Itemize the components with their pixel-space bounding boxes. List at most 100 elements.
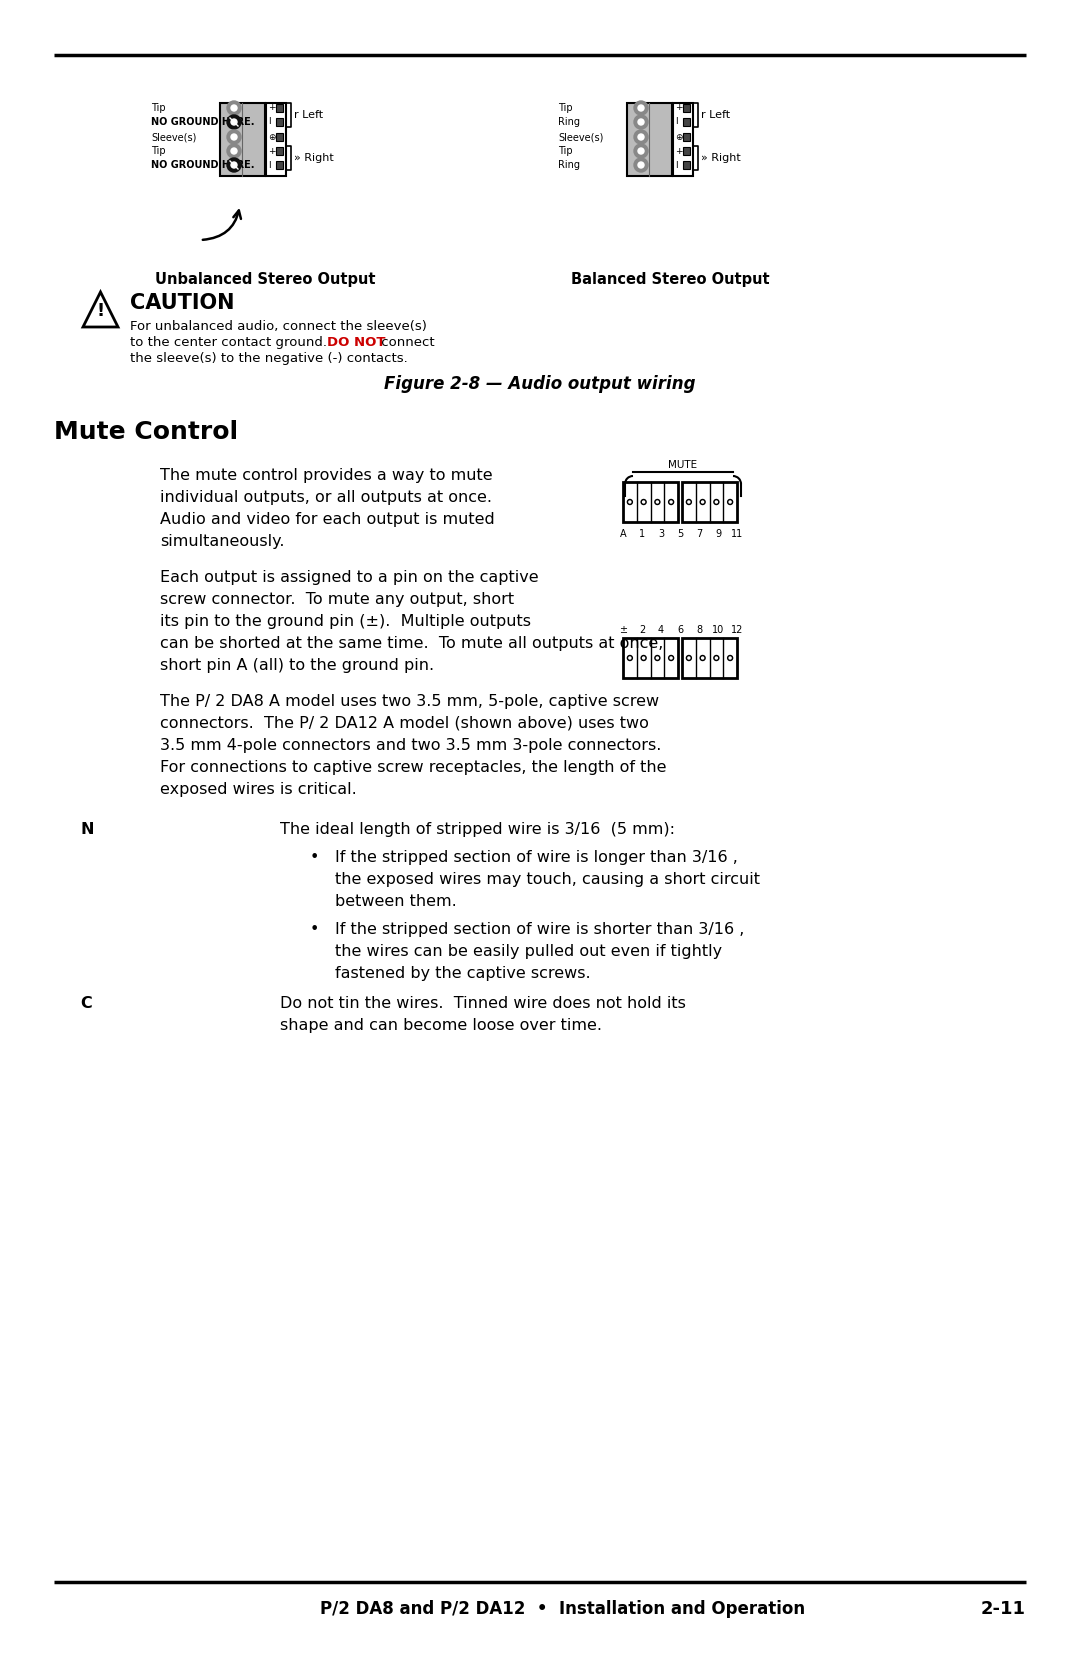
- Text: the exposed wires may touch, causing a short circuit: the exposed wires may touch, causing a s…: [335, 871, 760, 886]
- Circle shape: [669, 499, 674, 504]
- Text: » Right: » Right: [701, 154, 741, 164]
- Text: The mute control provides a way to mute: The mute control provides a way to mute: [160, 467, 492, 482]
- Text: I: I: [675, 117, 677, 127]
- Text: Sleeve(s): Sleeve(s): [558, 132, 604, 142]
- Circle shape: [638, 118, 644, 125]
- Circle shape: [227, 115, 241, 129]
- Bar: [627, 103, 672, 175]
- Bar: [623, 638, 678, 678]
- Text: Do not tin the wires.  Tinned wire does not hold its: Do not tin the wires. Tinned wire does n…: [280, 996, 686, 1011]
- Circle shape: [657, 658, 659, 659]
- Circle shape: [700, 499, 705, 504]
- Circle shape: [634, 144, 648, 159]
- Text: Ring: Ring: [558, 160, 580, 170]
- Text: screw connector.  To mute any output, short: screw connector. To mute any output, sho…: [160, 592, 514, 608]
- Circle shape: [638, 105, 644, 112]
- Text: The P/ 2 DA8 A model uses two 3.5 mm, 5-pole, captive screw: The P/ 2 DA8 A model uses two 3.5 mm, 5-…: [160, 694, 659, 709]
- Circle shape: [627, 656, 633, 661]
- Text: DO NOT: DO NOT: [327, 335, 386, 349]
- Bar: [681, 482, 737, 522]
- Circle shape: [688, 501, 690, 502]
- Circle shape: [634, 102, 648, 115]
- Text: 12: 12: [731, 624, 743, 634]
- Text: 4: 4: [658, 624, 664, 634]
- Text: NO GROUND HERE.: NO GROUND HERE.: [151, 117, 255, 127]
- Text: the sleeve(s) to the negative (-) contacts.: the sleeve(s) to the negative (-) contac…: [130, 352, 408, 366]
- Circle shape: [227, 130, 241, 144]
- Text: +: +: [675, 147, 683, 155]
- Text: •: •: [310, 921, 320, 936]
- Bar: [276, 160, 283, 169]
- Circle shape: [231, 118, 237, 125]
- Text: I: I: [268, 160, 271, 170]
- Text: C: C: [80, 996, 92, 1011]
- Circle shape: [638, 162, 644, 169]
- Text: its pin to the ground pin (±).  Multiple outputs: its pin to the ground pin (±). Multiple …: [160, 614, 531, 629]
- Text: Tip: Tip: [558, 145, 572, 155]
- Circle shape: [670, 658, 672, 659]
- Circle shape: [642, 499, 646, 504]
- Circle shape: [231, 162, 237, 169]
- Text: ⊕: ⊕: [675, 132, 683, 142]
- Bar: [623, 482, 678, 522]
- Bar: [276, 134, 283, 140]
- Circle shape: [227, 102, 241, 115]
- Text: ⊕: ⊕: [268, 132, 275, 142]
- Circle shape: [638, 134, 644, 140]
- Bar: [276, 147, 283, 155]
- Circle shape: [702, 501, 704, 502]
- Text: connectors.  The P/ 2 DA12 A model (shown above) uses two: connectors. The P/ 2 DA12 A model (shown…: [160, 716, 649, 731]
- Text: 5: 5: [677, 529, 684, 539]
- Text: The ideal length of stripped wire is 3/16  (5 mm):: The ideal length of stripped wire is 3/1…: [280, 823, 675, 836]
- Bar: [683, 118, 690, 125]
- Text: 2-11: 2-11: [981, 1601, 1026, 1617]
- Circle shape: [654, 499, 660, 504]
- Text: fastened by the captive screws.: fastened by the captive screws.: [335, 966, 591, 981]
- Circle shape: [627, 499, 633, 504]
- Text: shape and can become loose over time.: shape and can become loose over time.: [280, 1018, 602, 1033]
- Circle shape: [687, 656, 691, 661]
- Circle shape: [638, 149, 644, 154]
- Circle shape: [657, 501, 659, 502]
- Text: the wires can be easily pulled out even if tightly: the wires can be easily pulled out even …: [335, 945, 723, 960]
- Bar: [276, 103, 283, 112]
- Text: Unbalanced Stereo Output: Unbalanced Stereo Output: [154, 272, 375, 287]
- Text: I: I: [675, 160, 677, 170]
- Text: CAUTION: CAUTION: [130, 294, 234, 314]
- Circle shape: [687, 499, 691, 504]
- Text: !: !: [96, 302, 105, 320]
- Circle shape: [227, 144, 241, 159]
- Text: If the stripped section of wire is longer than 3/16 ,: If the stripped section of wire is longe…: [335, 850, 738, 865]
- Bar: [276, 118, 283, 125]
- Text: 2: 2: [639, 624, 645, 634]
- Circle shape: [634, 115, 648, 129]
- Text: 10: 10: [712, 624, 724, 634]
- Text: 6: 6: [677, 624, 683, 634]
- Circle shape: [715, 501, 717, 502]
- FancyArrowPatch shape: [203, 210, 241, 240]
- Bar: [220, 103, 265, 175]
- Text: Figure 2-8 — Audio output wiring: Figure 2-8 — Audio output wiring: [384, 376, 696, 392]
- Text: Balanced Stereo Output: Balanced Stereo Output: [570, 272, 769, 287]
- Circle shape: [729, 658, 731, 659]
- Text: +: +: [268, 147, 275, 155]
- Text: Ring: Ring: [558, 117, 580, 127]
- Text: If the stripped section of wire is shorter than 3/16 ,: If the stripped section of wire is short…: [335, 921, 744, 936]
- Text: Sleeve(s): Sleeve(s): [151, 132, 197, 142]
- Text: +: +: [268, 103, 275, 112]
- Text: NO GROUND HERE.: NO GROUND HERE.: [151, 160, 255, 170]
- Circle shape: [227, 159, 241, 172]
- Text: can be shorted at the same time.  To mute all outputs at once,: can be shorted at the same time. To mute…: [160, 636, 663, 651]
- Text: For unbalanced audio, connect the sleeve(s): For unbalanced audio, connect the sleeve…: [130, 320, 427, 334]
- Bar: [683, 103, 690, 112]
- Text: 8: 8: [696, 624, 702, 634]
- Circle shape: [700, 656, 705, 661]
- Text: Each output is assigned to a pin on the captive: Each output is assigned to a pin on the …: [160, 571, 539, 586]
- Circle shape: [231, 149, 237, 154]
- Bar: [673, 103, 693, 175]
- Text: P/2 DA8 and P/2 DA12  •  Installation and Operation: P/2 DA8 and P/2 DA12 • Installation and …: [320, 1601, 805, 1617]
- Text: 7: 7: [696, 529, 702, 539]
- Circle shape: [715, 658, 717, 659]
- Circle shape: [729, 501, 731, 502]
- Bar: [681, 638, 737, 678]
